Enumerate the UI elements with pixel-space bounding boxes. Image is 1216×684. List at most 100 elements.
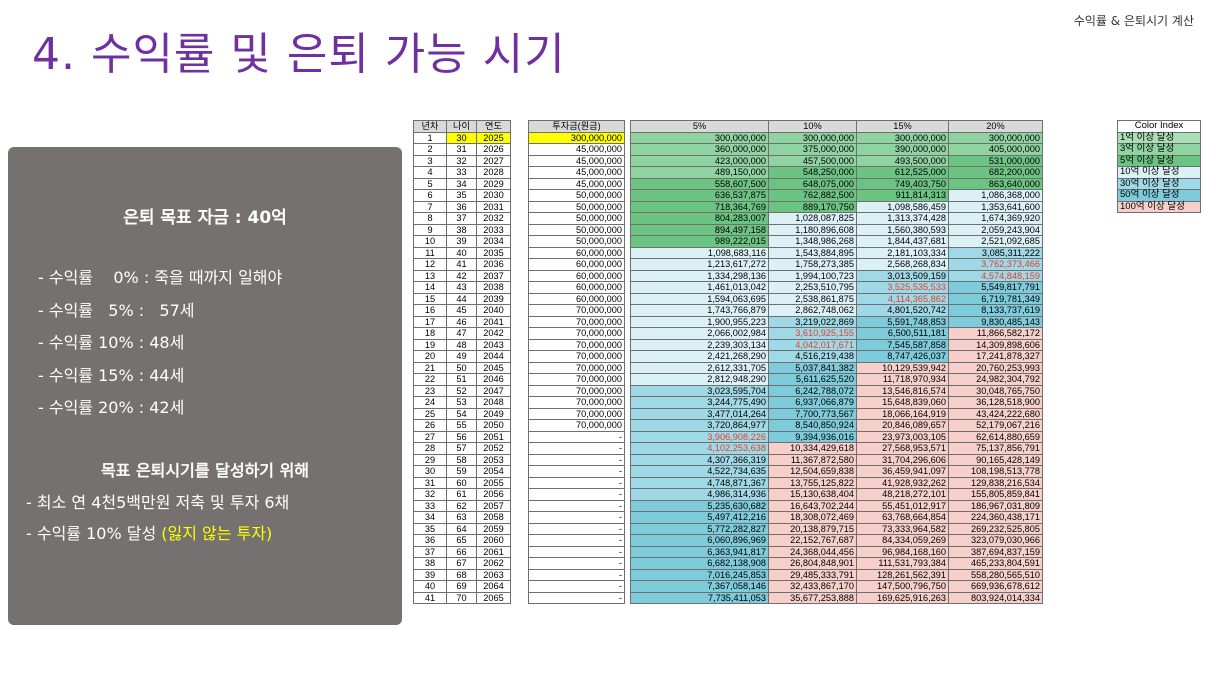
table-row: 16 45 2040 70,000,000 1,743,766,879 2,862,748… xyxy=(413,304,1043,317)
balance-cell: 24,368,044,456 xyxy=(768,545,857,558)
table-row: 36 65 2060 -6,060,896,969 22,152,767,687 84,3… xyxy=(413,534,1043,547)
spacer-cell xyxy=(511,581,529,593)
balance-cell: 323,079,030,966 xyxy=(948,534,1043,547)
balance-cell: 457,500,000 xyxy=(768,154,857,167)
balance-cell: 300,000,000 xyxy=(768,131,857,144)
table-row: 14 43 2038 60,000,000 1,461,013,042 2,253,510… xyxy=(413,281,1043,294)
principal-cell: 70,000,000 xyxy=(528,304,625,317)
calendar-year-cell: 2064 xyxy=(476,580,511,593)
table-row: 7 36 2031 50,000,000 718,364,769 889,170,750 1… xyxy=(413,200,1043,213)
principal-cell: - xyxy=(528,499,625,512)
year-cell: 28 xyxy=(413,442,447,455)
table-row: 31 60 2055 -4,748,871,367 13,755,125,822 41,9… xyxy=(413,476,1043,489)
balance-cell: 62,614,880,659 xyxy=(948,430,1043,443)
table-row: 39 68 2063 -7,016,245,853 29,485,333,791 128,… xyxy=(413,568,1043,581)
calendar-year-cell: 2048 xyxy=(476,396,511,409)
age-cell: 42 xyxy=(446,269,477,282)
age-cell: 52 xyxy=(446,384,477,397)
year-cell: 22 xyxy=(413,373,447,386)
calendar-year-cell: 2040 xyxy=(476,304,511,317)
balance-cell: 15,130,638,404 xyxy=(768,488,857,501)
year-cell: 41 xyxy=(413,591,447,604)
year-cell: 5 xyxy=(413,177,447,190)
spacer-cell xyxy=(511,466,529,478)
balance-cell: 18,066,164,919 xyxy=(856,407,949,420)
spacer-cell xyxy=(510,120,529,132)
table-row: 40 69 2064 -7,367,058,146 32,433,867,170 147,… xyxy=(413,580,1043,593)
principal-cell: 70,000,000 xyxy=(528,419,625,432)
balance-cell: 375,000,000 xyxy=(768,143,857,156)
balance-cell: 4,114,365,862 xyxy=(856,292,949,305)
age-cell: 34 xyxy=(446,177,477,190)
spacer-cell xyxy=(511,535,529,547)
balance-cell: 20,138,879,715 xyxy=(768,522,857,535)
balance-cell: 911,814,313 xyxy=(856,189,949,202)
principal-cell: - xyxy=(528,522,625,535)
calendar-year-cell: 2034 xyxy=(476,235,511,248)
year-cell: 2 xyxy=(413,143,447,156)
year-cell: 20 xyxy=(413,350,447,363)
projection-table: 년차 나이 연도 투자금(원금) 5% 10% 15% 20% 1 30 2025 300,000,0… xyxy=(413,120,1043,604)
balance-cell: 43,424,222,680 xyxy=(948,407,1043,420)
column-header: 15% xyxy=(856,120,949,133)
balance-cell: 128,261,562,391 xyxy=(856,568,949,581)
balance-cell: 3,013,509,159 xyxy=(856,269,949,282)
balance-cell: 129,838,216,534 xyxy=(948,476,1043,489)
principal-cell: 50,000,000 xyxy=(528,189,625,202)
principal-cell: 70,000,000 xyxy=(528,396,625,409)
balance-cell: 96,984,168,160 xyxy=(856,545,949,558)
balance-cell: 300,000,000 xyxy=(630,131,769,144)
calendar-year-cell: 2033 xyxy=(476,223,511,236)
year-cell: 25 xyxy=(413,407,447,420)
balance-cell: 405,000,000 xyxy=(948,143,1043,156)
age-cell: 64 xyxy=(446,522,477,535)
balance-cell: 5,497,412,216 xyxy=(630,511,769,524)
year-cell: 38 xyxy=(413,557,447,570)
balance-cell: 7,545,587,858 xyxy=(856,338,949,351)
table-row: 20 49 2044 70,000,000 2,421,268,290 4,516,219… xyxy=(413,350,1043,363)
balance-cell: 31,704,296,606 xyxy=(856,453,949,466)
balance-cell: 548,250,000 xyxy=(768,166,857,179)
balance-cell: 1,560,380,593 xyxy=(856,223,949,236)
principal-cell: - xyxy=(528,568,625,581)
balance-cell: 5,037,841,382 xyxy=(768,361,857,374)
year-cell: 31 xyxy=(413,476,447,489)
highlight-text: (잃지 않는 투자) xyxy=(161,524,273,543)
age-cell: 43 xyxy=(446,281,477,294)
spacer-cell xyxy=(511,282,529,294)
spacer-cell xyxy=(511,558,529,570)
balance-cell: 648,075,000 xyxy=(768,177,857,190)
year-cell: 39 xyxy=(413,568,447,581)
balance-cell: 804,283,007 xyxy=(630,212,769,225)
year-cell: 29 xyxy=(413,453,447,466)
principal-cell: - xyxy=(528,591,625,604)
table-row: 6 35 2030 50,000,000 636,537,875 762,882,500 9… xyxy=(413,189,1043,202)
calendar-year-cell: 2053 xyxy=(476,453,511,466)
table-row: 18 47 2042 70,000,000 2,066,002,984 3,610,925… xyxy=(413,327,1043,340)
balance-cell: 612,525,000 xyxy=(856,166,949,179)
table-row: 21 50 2045 70,000,000 2,612,331,705 5,037,841… xyxy=(413,361,1043,374)
calendar-year-cell: 2054 xyxy=(476,465,511,478)
balance-cell: 4,516,219,438 xyxy=(768,350,857,363)
page-title: 4. 수익률 및 은퇴 가능 시기 xyxy=(32,29,566,80)
balance-cell: 4,986,314,936 xyxy=(630,488,769,501)
calendar-year-cell: 2030 xyxy=(476,189,511,202)
age-cell: 68 xyxy=(446,568,477,581)
balance-cell: 8,540,850,924 xyxy=(768,419,857,432)
calendar-year-cell: 2035 xyxy=(476,246,511,259)
balance-cell: 7,700,773,567 xyxy=(768,407,857,420)
spacer-cell xyxy=(511,167,529,179)
principal-cell: - xyxy=(528,534,625,547)
spacer-cell xyxy=(511,443,529,455)
balance-cell: 3,085,311,222 xyxy=(948,246,1043,259)
spacer-cell xyxy=(511,431,529,443)
balance-cell: 6,682,138,908 xyxy=(630,557,769,570)
rate-list: - 수익률 0% : 죽을 때까지 일해야 - 수익률 5% : 57세 - 수… xyxy=(38,262,282,425)
balance-cell: 2,568,268,834 xyxy=(856,258,949,271)
age-cell: 58 xyxy=(446,453,477,466)
age-cell: 39 xyxy=(446,235,477,248)
calendar-year-cell: 2055 xyxy=(476,476,511,489)
balance-cell: 10,129,539,942 xyxy=(856,361,949,374)
principal-cell: - xyxy=(528,545,625,558)
year-cell: 18 xyxy=(413,327,447,340)
